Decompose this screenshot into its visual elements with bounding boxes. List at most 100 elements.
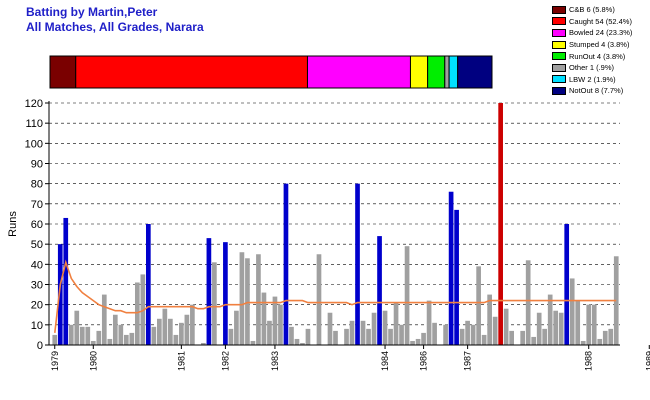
innings-bar (443, 324, 448, 345)
innings-bar (531, 336, 537, 345)
innings-bar (162, 308, 168, 345)
innings-bar (454, 209, 459, 345)
legend: C&B 6 (5.8%) Caught 54 (52.4%) Bowled 24 (… (552, 4, 644, 97)
innings-bar (509, 330, 514, 345)
innings-bar (57, 244, 63, 345)
legend-label: Other 1 (.9%) (569, 63, 615, 73)
chart-subtitle: All Matches, All Grades, Narara (26, 20, 204, 34)
legend-item: RunOut 4 (3.8%) (552, 50, 644, 62)
innings-bar (261, 292, 267, 345)
legend-label: Stumped 4 (3.8%) (569, 40, 630, 50)
chart-title: Batting by Martin,Peter (26, 5, 158, 19)
innings-bar (305, 328, 311, 345)
x-tick-label: 1983 (270, 351, 280, 371)
innings-bar (223, 242, 228, 345)
innings-bar (239, 252, 245, 345)
innings-bar (613, 256, 619, 345)
innings-bar (399, 324, 404, 345)
innings-bar (349, 320, 355, 345)
innings-bar (591, 304, 597, 345)
innings-bar (327, 312, 333, 345)
innings-bar (294, 338, 300, 345)
innings-bar (190, 304, 195, 345)
innings-bar (151, 326, 157, 345)
innings-bar (388, 328, 393, 345)
innings-bar (564, 224, 570, 345)
innings-bar (90, 340, 96, 345)
innings-bar (63, 217, 69, 345)
dismissal-segment (409, 55, 429, 89)
innings-bar (300, 342, 305, 345)
innings-bar (157, 318, 162, 345)
innings-bar (272, 296, 278, 345)
legend-item: C&B 6 (5.8%) (552, 4, 644, 16)
innings-bar (201, 342, 206, 345)
innings-bar (360, 320, 366, 345)
innings-bar (553, 310, 559, 345)
legend-swatch (552, 5, 566, 14)
x-tick-label: 1981 (176, 351, 186, 371)
innings-bar (256, 254, 261, 345)
innings-bar (228, 328, 234, 345)
innings-bar (52, 334, 58, 345)
innings-bar (355, 183, 360, 345)
innings-bar (366, 328, 371, 345)
innings-bar (250, 340, 256, 345)
innings-bar (333, 330, 338, 345)
innings-bar (168, 318, 173, 345)
y-tick-label: 40 (31, 259, 43, 271)
innings-bar (547, 294, 553, 345)
innings-bar (536, 312, 542, 345)
x-tick-label: 1979 (50, 351, 60, 371)
dismissal-segment (444, 55, 450, 89)
innings-bar (586, 304, 592, 345)
y-tick-label: 120 (25, 98, 43, 110)
legend-swatch (552, 28, 566, 37)
innings-bar (569, 278, 575, 345)
innings-bar (503, 308, 509, 345)
innings-bar (245, 258, 250, 345)
x-tick-label: 1987 (463, 351, 473, 371)
innings-bar (74, 310, 80, 345)
innings-bar (525, 260, 531, 345)
innings-bar (118, 324, 124, 345)
innings-bar (283, 183, 289, 345)
innings-bar (371, 312, 377, 345)
innings-bar (377, 236, 382, 345)
innings-bar (382, 310, 388, 345)
y-tick-label: 30 (31, 280, 43, 292)
innings-bar (597, 338, 603, 345)
innings-bar (234, 310, 239, 345)
innings-bar (344, 328, 349, 345)
innings-bar (410, 340, 415, 345)
innings-bar (107, 338, 113, 345)
innings-bar (112, 314, 118, 345)
innings-bar (470, 324, 476, 345)
innings-bar (558, 312, 564, 345)
innings-bar (432, 322, 437, 345)
innings-bar (404, 246, 410, 345)
innings-bar (206, 238, 212, 345)
innings-bar (448, 191, 454, 345)
legend-label: NotOut 8 (7.7%) (569, 86, 624, 96)
y-tick-label: 20 (31, 300, 43, 312)
y-tick-label: 10 (31, 320, 43, 332)
innings-bar (134, 282, 140, 345)
innings-bar (459, 328, 465, 345)
innings-bar (85, 326, 91, 345)
y-axis-label: Runs (7, 211, 19, 237)
legend-swatch (552, 63, 566, 72)
innings-bar (476, 266, 481, 345)
y-tick-label: 110 (25, 118, 43, 130)
y-tick-label: 80 (31, 179, 43, 191)
legend-label: Caught 54 (52.4%) (569, 16, 632, 26)
legend-item: LBW 2 (1.9%) (552, 74, 644, 86)
innings-bar (421, 332, 426, 345)
innings-bar (575, 300, 581, 345)
innings-bar (498, 103, 503, 345)
x-tick-label: 1984 (380, 351, 390, 371)
innings-bar (393, 302, 399, 345)
innings-bar (173, 334, 179, 345)
legend-label: RunOut 4 (3.8%) (569, 51, 626, 61)
